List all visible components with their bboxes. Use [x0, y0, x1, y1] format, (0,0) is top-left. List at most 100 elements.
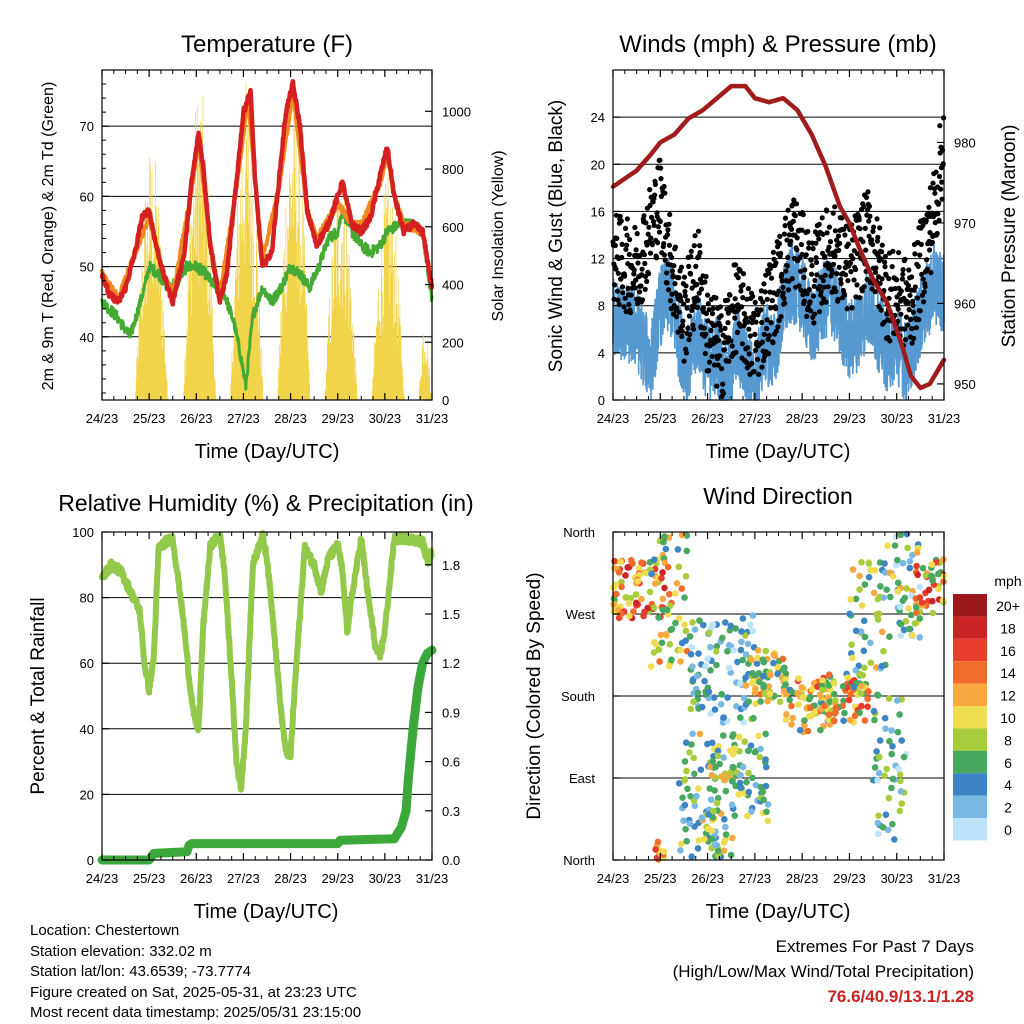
wind-direction-point	[801, 722, 808, 729]
x-tick-label: 25/23	[133, 871, 166, 886]
wind-direction-point	[807, 712, 815, 720]
legend-swatch	[953, 661, 987, 684]
gust-point	[741, 311, 747, 317]
gust-point	[754, 356, 761, 362]
wind-direction-point	[725, 641, 733, 649]
y-tick-label: 100	[72, 525, 94, 540]
x-tick-label: 29/23	[321, 871, 354, 886]
wind-direction-point	[887, 593, 894, 601]
gust-point	[792, 213, 798, 219]
y-tick-label: West	[566, 607, 596, 622]
gust-point	[886, 295, 892, 301]
gust-point	[900, 267, 906, 273]
gust-point	[725, 320, 731, 326]
wind-direction-point	[860, 617, 868, 625]
gust-point	[906, 267, 912, 273]
wind-direction-point	[696, 617, 703, 624]
gust-point	[739, 304, 745, 310]
gust-point	[619, 241, 625, 247]
wind-direction-point	[711, 706, 719, 713]
wind-direction-point	[714, 747, 722, 755]
wind-direction-point	[705, 629, 713, 637]
wind-direction-point	[722, 831, 730, 838]
gust-point	[912, 251, 918, 257]
wind-direction-point	[680, 817, 687, 824]
gust-point	[768, 275, 775, 281]
wind-direction-point	[925, 586, 933, 594]
gust-point	[701, 325, 707, 331]
legend-label: 20+	[996, 598, 1020, 614]
wind-direction-point	[905, 625, 913, 633]
gust-point	[718, 313, 724, 319]
wind-direction-point	[913, 549, 921, 556]
gust-point	[764, 296, 770, 302]
legend-label: 2	[1004, 800, 1012, 816]
y-tick-label: 40	[80, 330, 94, 345]
gust-point	[936, 200, 942, 206]
wind-direction-point	[679, 794, 686, 801]
wind-direction-point	[681, 776, 689, 783]
extremes-heading: Extremes For Past 7 Days	[775, 937, 974, 956]
gust-point	[714, 383, 720, 389]
wind-direction-point	[721, 816, 728, 823]
y-tick-label: 60	[80, 656, 94, 671]
wind-direction-point	[912, 604, 920, 611]
gust-point	[682, 288, 688, 295]
wind-direction-point	[774, 670, 781, 678]
wind-direction-point	[762, 730, 769, 738]
gust-point	[905, 283, 912, 289]
wind-direction-point	[873, 748, 880, 755]
gust-point	[652, 192, 658, 198]
gust-point	[819, 215, 825, 221]
gust-point	[641, 213, 647, 219]
wind-direction-point	[935, 570, 942, 578]
gust-point	[675, 329, 681, 335]
gust-point	[638, 283, 644, 289]
wind-direction-point	[755, 732, 762, 740]
wind-direction-point	[904, 544, 911, 552]
gust-point	[674, 305, 680, 311]
wind-direction-point	[709, 621, 717, 628]
wind-direction-point	[750, 678, 758, 685]
gust-point	[623, 246, 629, 252]
gust-point	[752, 331, 758, 337]
gust-point	[752, 299, 758, 305]
wind-direction-point	[612, 581, 620, 588]
gust-point	[776, 318, 782, 324]
temp-2m-line	[99, 79, 435, 307]
wind-direction-point	[782, 681, 789, 688]
gust-point	[696, 290, 702, 296]
wind-direction-point	[613, 590, 620, 598]
wind-direction-point	[780, 687, 788, 695]
wind-direction-point	[700, 621, 707, 629]
y-tick-label: 60	[80, 189, 94, 204]
wind-direction-point	[743, 778, 750, 786]
y-tick-label: 16	[591, 204, 605, 219]
y2-tick-label: 400	[442, 278, 464, 293]
x-tick-label: 25/23	[644, 871, 677, 886]
wind-direction-point	[786, 696, 793, 704]
gust-point	[860, 239, 866, 245]
wind-direction-point	[690, 698, 697, 706]
wind-direction-point	[646, 588, 654, 596]
gust-point	[781, 231, 788, 237]
wind-direction-point	[825, 716, 832, 724]
legend-label: 18	[1000, 620, 1016, 636]
gust-point	[700, 305, 707, 311]
wind-direction-point	[693, 672, 701, 680]
wind-direction-point	[928, 561, 936, 568]
wind-direction-point	[819, 677, 826, 684]
wind-direction-point	[696, 730, 704, 738]
gust-point	[849, 305, 855, 311]
gust-point	[920, 276, 926, 282]
gust-point	[872, 289, 878, 295]
gust-point	[718, 327, 724, 333]
wind-direction-point	[745, 698, 752, 705]
y2-tick-label: 0	[442, 393, 449, 408]
wind-direction-point	[840, 717, 847, 724]
wind-direction-point	[708, 772, 716, 779]
wind-direction-point	[865, 688, 872, 695]
gust-point	[896, 250, 902, 256]
wind-direction-point	[632, 599, 640, 607]
wind-direction-point	[935, 585, 942, 593]
